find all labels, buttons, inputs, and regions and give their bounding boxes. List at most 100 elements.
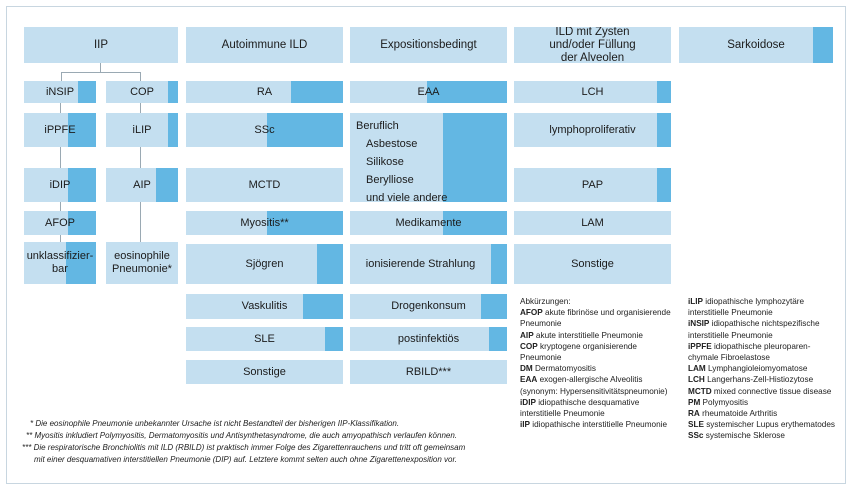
abbr-value: systemischer Lupus erythematodes (703, 420, 835, 430)
box-label: iDIP (49, 178, 71, 191)
abbr-entry: iDIP idiopathische desquamative intersti… (520, 397, 680, 419)
abbr-value: Langerhans-Zell-Histiozytose (704, 375, 814, 385)
header-exposition-label: Expositionsbedingt (380, 38, 477, 51)
abbr-key: iDIP (520, 397, 536, 407)
connector (100, 63, 101, 72)
abbr-entry: RA rheumatoide Arthritis (688, 408, 840, 419)
footnote-4: mit einer desquamativen interstitiellen … (34, 455, 458, 464)
abbr-key: iNSIP (688, 319, 710, 329)
box-fill (489, 327, 507, 351)
box-label: MCTD (248, 178, 281, 191)
box-label: Vaskulitis (241, 300, 288, 312)
footnote-3: *** Die respiratorische Bronchiolitis mi… (22, 443, 466, 452)
box-label: unklassifizier-bar (26, 250, 94, 275)
box-fill (267, 211, 343, 235)
abbr-entry: AIP akute interstitielle Pneumonie (520, 330, 680, 341)
abbr-entry: PM Polymyositis (688, 397, 840, 408)
box-label: Medikamente (395, 216, 462, 229)
abbr-value: rheumatoide Arthritis (699, 409, 778, 419)
abbr-value: idiopathische interstitielle Pneumonie (530, 420, 668, 430)
box-fill (427, 81, 507, 103)
box-fill (491, 244, 507, 284)
abbr-value: mixed connective tissue disease (711, 386, 832, 396)
box-fill (443, 211, 507, 235)
box-label: RA (256, 85, 273, 98)
abbr-value: kryptogene organisierende Pneumonie (520, 341, 637, 363)
box-sonstige-zysten: Sonstige (514, 244, 671, 284)
box-mctd: MCTD (186, 168, 343, 202)
abbreviations-right: iLIP idiopathische lymphozytäre intersti… (688, 296, 840, 442)
box-unklassifizierbar: unklassifizier-bar (24, 242, 96, 284)
abbr-entry: EAA exogen-allergische Alveolitis (synon… (520, 374, 680, 396)
box-sjogren: Sjögren (186, 244, 343, 284)
box-sle: SLE (186, 327, 343, 351)
abbreviations-left: Abkürzungen: AFOP akute fibrinöse und or… (520, 296, 680, 430)
box-label: postinfektiös (397, 332, 460, 345)
box-fill (68, 168, 96, 202)
box-insip: iNSIP (24, 81, 96, 103)
abbr-value: Polymyositis (700, 397, 749, 407)
box-eosinophile: eosinophile Pneumonie* (106, 242, 178, 284)
box-lch: LCH (514, 81, 671, 103)
box-label: iLIP (132, 123, 152, 136)
box-label: Sonstige (243, 365, 286, 378)
abbr-key: LAM (688, 364, 706, 374)
box-drogen: Drogenkonsum (350, 294, 507, 319)
abbr-key: SSc (688, 431, 704, 441)
header-iip-label: IIP (93, 38, 109, 51)
box-label: AFOP (45, 216, 75, 229)
box-fill (66, 242, 96, 284)
abbr-value: Lymphangioleiomyomatose (705, 364, 808, 374)
box-label: Drogenkonsum (391, 300, 466, 312)
box-eaa: EAA (350, 81, 507, 103)
box-fill (291, 81, 343, 103)
box-label: SLE (254, 332, 275, 345)
box-myositis: Myositis** (186, 211, 343, 235)
abbr-entry: SSc systemische Sklerose (688, 430, 840, 441)
box-fill (168, 113, 178, 147)
footnote-2: ** Myositis inkludiert Polymyositis, Der… (26, 431, 458, 440)
connector (61, 72, 62, 81)
box-cop: COP (106, 81, 178, 103)
box-sonstige-autoimmune: Sonstige (186, 360, 343, 384)
abbr-key: iLIP (688, 297, 704, 306)
abbr-entry: COP kryptogene organisierende Pneumonie (520, 341, 680, 363)
box-fill (657, 113, 671, 147)
box-label: LAM (581, 216, 604, 229)
box-label: iPPFE (44, 123, 76, 136)
header-autoimmune: Autoimmune ILD (186, 27, 343, 63)
box-vaskulitis: Vaskulitis (186, 294, 343, 319)
box-fill (443, 113, 507, 202)
abbr-entry: DM Dermatomyositis (520, 363, 680, 374)
box-lam: LAM (514, 211, 671, 235)
box-label: Sjögren (245, 257, 284, 270)
box-fill (303, 294, 343, 319)
abbr-value: idiopathische desquamative interstitiell… (520, 397, 640, 419)
box-afop: AFOP (24, 211, 96, 235)
abbr-value: Dermatomyositis (532, 364, 596, 374)
abbr-value: systemische Sklerose (703, 431, 785, 441)
box-rbild: RBILD*** (350, 360, 507, 384)
box-aip: AIP (106, 168, 178, 202)
header-iip: IIP (24, 27, 178, 63)
abbr-key: COP (520, 341, 538, 351)
box-label: LCH (581, 85, 604, 98)
box-fill (317, 244, 343, 284)
header-exposition: Expositionsbedingt (350, 27, 507, 63)
box-fill (68, 113, 96, 147)
box-label: COP (130, 85, 154, 98)
box-fill (168, 81, 178, 103)
abbr-value: exogen-allergische Alveolitis (synonym: … (520, 375, 668, 396)
beruflich-item: Silikose (366, 156, 404, 168)
box-ra: RA (186, 81, 343, 103)
box-ippfe: iPPFE (24, 113, 96, 147)
abbr-key: iPPFE (688, 341, 712, 351)
box-label: eosinophile Pneumonie* (112, 250, 172, 275)
abbr-key: DM (520, 364, 533, 374)
box-label: Myositis** (240, 216, 289, 229)
header-zysten: ILD mit Zysten und/oder Füllung der Alve… (514, 27, 671, 63)
beruflich-item: Asbestose (366, 138, 418, 150)
box-label: Sonstige (571, 257, 614, 270)
beruflich-item: Berylliose (366, 174, 414, 186)
abbr-value: idiopathische nichtspezifische interstit… (688, 319, 820, 340)
